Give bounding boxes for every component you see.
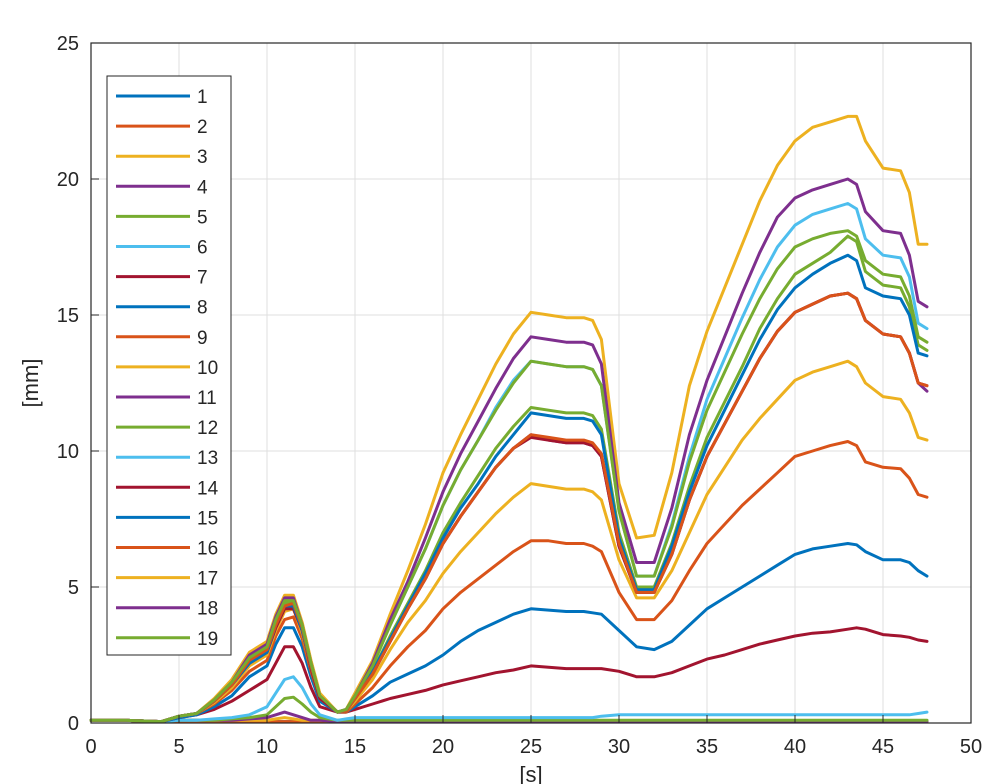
x-tick-label: 50 bbox=[960, 736, 982, 758]
x-tick-label: 20 bbox=[432, 736, 454, 758]
legend-label: 9 bbox=[197, 328, 208, 349]
series-line-16 bbox=[89, 291, 929, 724]
legend-label: 2 bbox=[197, 117, 208, 138]
legend-label: 10 bbox=[197, 358, 218, 379]
y-tick-label: 0 bbox=[68, 713, 79, 735]
series-line-7 bbox=[89, 626, 929, 724]
series-line-5 bbox=[89, 695, 929, 724]
legend-label: 4 bbox=[197, 177, 208, 198]
x-tick-label: 10 bbox=[256, 736, 278, 758]
x-tick-label: 25 bbox=[520, 736, 542, 758]
series-line-6 bbox=[89, 675, 929, 724]
legend-label: 13 bbox=[197, 448, 218, 469]
legend-label: 16 bbox=[197, 539, 218, 560]
x-tick-label: 35 bbox=[696, 736, 718, 758]
legend-label: 8 bbox=[197, 298, 208, 319]
legend-label: 11 bbox=[197, 388, 217, 409]
x-tick-label: 5 bbox=[173, 736, 184, 758]
x-tick-label: 30 bbox=[608, 736, 630, 758]
x-tick-label: 40 bbox=[784, 736, 806, 758]
y-tick-label: 25 bbox=[57, 33, 79, 55]
series-line-9 bbox=[89, 440, 929, 724]
legend-label: 15 bbox=[197, 508, 218, 529]
legend-label: 3 bbox=[197, 147, 208, 168]
legend-label: 12 bbox=[197, 418, 218, 439]
legend-label: 18 bbox=[197, 599, 218, 620]
y-tick-label: 20 bbox=[57, 169, 79, 191]
y-axis-ticks: 0 5 10 15 20 25 bbox=[57, 33, 99, 735]
legend-label: 6 bbox=[197, 238, 208, 259]
legend-label: 5 bbox=[197, 207, 208, 228]
legend-label: 7 bbox=[197, 268, 208, 289]
series-line-8 bbox=[89, 542, 929, 724]
legend-label: 19 bbox=[197, 629, 218, 650]
legend-label: 17 bbox=[197, 569, 218, 590]
series-line-19 bbox=[89, 229, 929, 724]
y-tick-label: 5 bbox=[68, 577, 79, 599]
x-tick-label: 0 bbox=[85, 736, 96, 758]
x-axis-ticks: 0 5 10 15 20 25 30 35 40 45 50 bbox=[85, 715, 982, 758]
x-tick-label: 15 bbox=[344, 736, 366, 758]
series-lines bbox=[89, 114, 929, 724]
x-axis-label: [s] bbox=[519, 762, 542, 784]
x-tick-label: 45 bbox=[872, 736, 894, 758]
y-tick-label: 15 bbox=[57, 305, 79, 327]
y-axis-label: [mm] bbox=[18, 359, 43, 408]
legend-label: 14 bbox=[197, 478, 219, 499]
legend-label: 1 bbox=[197, 87, 208, 108]
y-tick-label: 10 bbox=[57, 441, 79, 463]
